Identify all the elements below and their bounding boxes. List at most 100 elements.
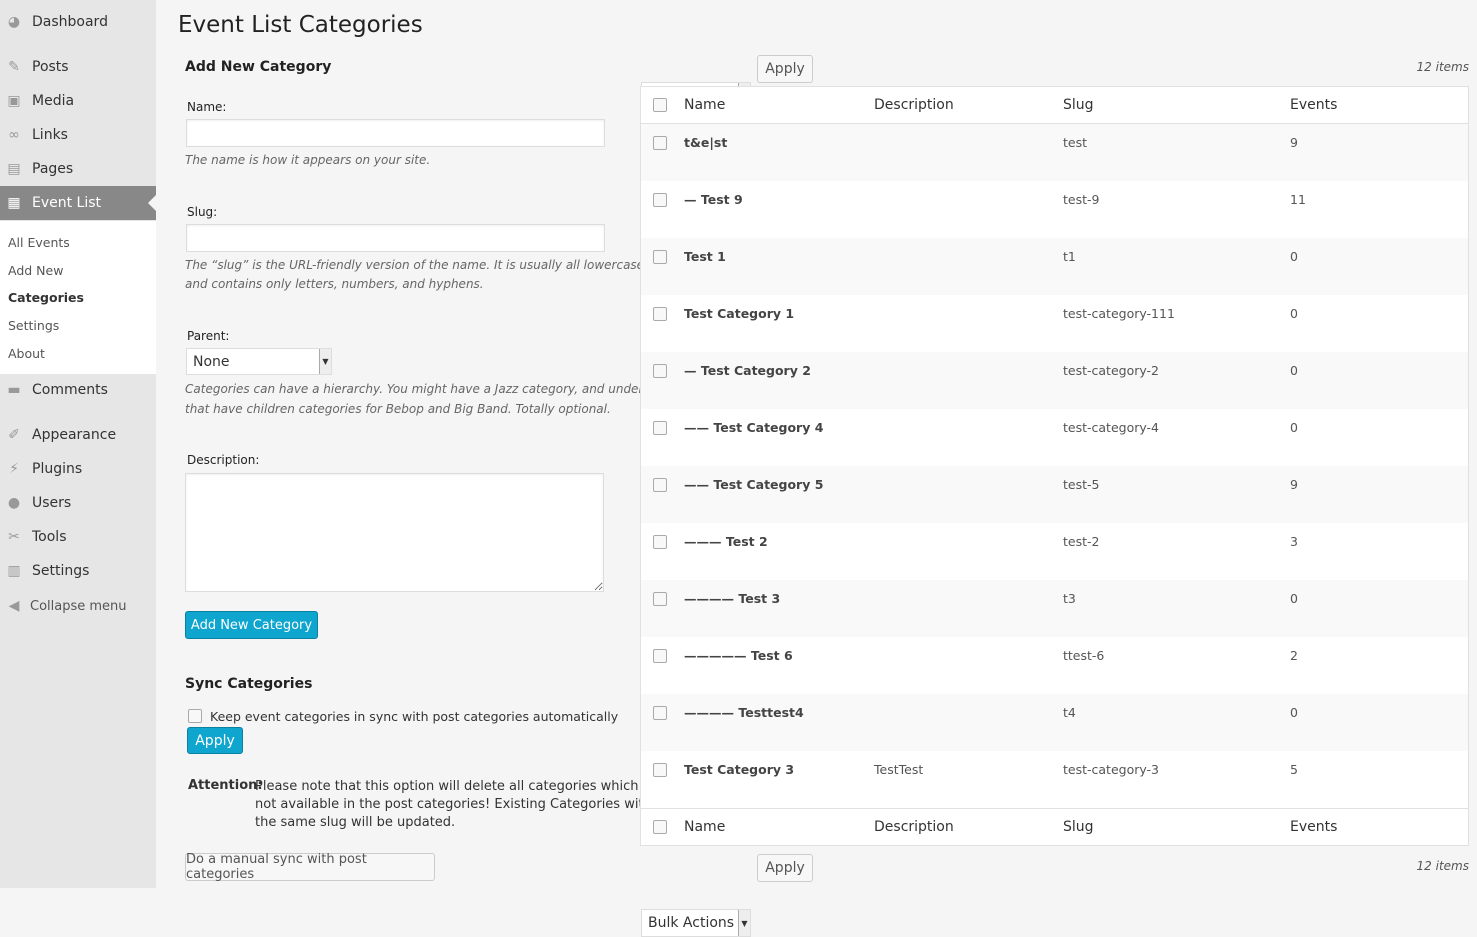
- chevron-down-icon: ▼: [319, 349, 331, 374]
- chevron-down-icon: ▼: [738, 910, 750, 936]
- sidebar-item-label: Links: [32, 127, 68, 143]
- row-name-link[interactable]: ———— Testtest4: [684, 705, 804, 720]
- row-name-link[interactable]: t&e|st: [684, 135, 728, 150]
- row-name-link[interactable]: Test 1: [684, 249, 726, 264]
- sidebar-item-media[interactable]: ▣ Media: [0, 84, 156, 118]
- column-events[interactable]: Events: [1290, 819, 1338, 835]
- add-new-category-button[interactable]: Add New Category: [185, 611, 318, 639]
- settings-icon: ▥: [7, 563, 21, 579]
- row-name-link[interactable]: —— Test Category 5: [684, 477, 824, 492]
- bulk-actions-select-bottom[interactable]: Bulk Actions ▼: [641, 909, 751, 937]
- row-slug: t1: [1063, 249, 1076, 264]
- row-checkbox[interactable]: [653, 193, 667, 207]
- slug-hint-1: The “slug” is the URL-friendly version o…: [185, 258, 645, 272]
- bulk-apply-button-bottom[interactable]: Apply: [757, 854, 813, 882]
- categories-table: Name Description Slug Events t&e|st test…: [640, 86, 1469, 846]
- submenu-item-categories[interactable]: Categories: [8, 290, 84, 306]
- media-icon: ▣: [7, 93, 21, 109]
- row-checkbox[interactable]: [653, 136, 667, 150]
- column-slug[interactable]: Slug: [1063, 97, 1094, 113]
- table-row: — Test 9 test-9 11: [641, 181, 1468, 238]
- parent-select[interactable]: None ▼: [186, 348, 332, 375]
- submenu-item-add-new[interactable]: Add New: [8, 262, 64, 278]
- table-footer: Name Description Slug Events: [641, 808, 1468, 845]
- row-events: 0: [1290, 306, 1298, 321]
- row-name-link[interactable]: —— Test Category 4: [684, 420, 824, 435]
- submenu-item-settings[interactable]: Settings: [8, 318, 60, 334]
- sidebar-item-links[interactable]: ∞ Links: [0, 118, 156, 152]
- row-name-link[interactable]: — Test 9: [684, 192, 743, 207]
- table-row: ——— Test 2 test-2 3: [641, 523, 1468, 580]
- items-count-bottom: 12 items: [1416, 859, 1469, 873]
- select-all-checkbox[interactable]: [653, 820, 667, 834]
- row-slug: test-category-2: [1063, 363, 1160, 378]
- sidebar-item-comments[interactable]: ▬ Comments: [0, 373, 156, 407]
- table-header: Name Description Slug Events: [641, 87, 1468, 124]
- column-slug[interactable]: Slug: [1063, 819, 1094, 835]
- row-checkbox[interactable]: [653, 478, 667, 492]
- row-slug: test-9: [1063, 192, 1100, 207]
- bulk-actions-label: Bulk Actions: [648, 915, 735, 931]
- bulk-apply-button-top[interactable]: Apply: [757, 55, 813, 83]
- sidebar-item-users[interactable]: ● Users: [0, 486, 156, 520]
- slug-hint-2: and contains only letters, numbers, and …: [185, 277, 484, 291]
- row-checkbox[interactable]: [653, 307, 667, 321]
- sidebar-item-label: Comments: [32, 382, 108, 398]
- sidebar-item-plugins[interactable]: ⚡ Plugins: [0, 452, 156, 486]
- sidebar-item-label: Users: [32, 495, 72, 511]
- collapse-menu-button[interactable]: ◀ Collapse menu: [0, 589, 156, 623]
- sync-apply-button[interactable]: Apply: [187, 727, 243, 754]
- row-checkbox[interactable]: [653, 706, 667, 720]
- sidebar-item-dashboard[interactable]: ◕ Dashboard: [0, 5, 156, 39]
- row-slug: t3: [1063, 591, 1076, 606]
- parent-label: Parent:: [187, 329, 230, 343]
- column-name[interactable]: Name: [684, 97, 726, 113]
- row-name-link[interactable]: Test Category 1: [684, 306, 795, 321]
- column-description[interactable]: Description: [874, 819, 954, 835]
- sidebar-item-appearance[interactable]: ✐ Appearance: [0, 418, 156, 452]
- table-row: ———— Test 3 t3 0: [641, 580, 1468, 637]
- submenu-item-about[interactable]: About: [8, 345, 45, 361]
- row-checkbox[interactable]: [653, 364, 667, 378]
- manual-sync-button[interactable]: Do a manual sync with post categories: [185, 852, 435, 882]
- parent-hint-1: Categories can have a hierarchy. You mig…: [185, 382, 644, 396]
- submenu-item-all-events[interactable]: All Events: [8, 235, 70, 250]
- row-description: TestTest: [874, 762, 924, 777]
- row-checkbox[interactable]: [653, 535, 667, 549]
- row-checkbox[interactable]: [653, 250, 667, 264]
- collapse-label: Collapse menu: [30, 598, 127, 614]
- sidebar-item-pages[interactable]: ▤ Pages: [0, 152, 156, 186]
- row-name-link[interactable]: ———— Test 3: [684, 591, 781, 606]
- sidebar-item-posts[interactable]: ✎ Posts: [0, 50, 156, 84]
- row-checkbox[interactable]: [653, 763, 667, 777]
- description-textarea[interactable]: [185, 473, 604, 592]
- column-name[interactable]: Name: [684, 819, 726, 835]
- row-name-link[interactable]: ——— Test 2: [684, 534, 768, 549]
- sidebar-item-tools[interactable]: ✂ Tools: [0, 520, 156, 554]
- column-description[interactable]: Description: [874, 97, 954, 113]
- row-events: 9: [1290, 477, 1298, 492]
- name-input[interactable]: [186, 119, 605, 147]
- row-checkbox[interactable]: [653, 649, 667, 663]
- attention-label: Attention:: [188, 778, 263, 793]
- row-events: 9: [1290, 135, 1298, 150]
- row-checkbox[interactable]: [653, 592, 667, 606]
- column-events[interactable]: Events: [1290, 97, 1338, 113]
- table-row: ———— Testtest4 t4 0: [641, 694, 1468, 751]
- row-name-link[interactable]: Test Category 3: [684, 762, 795, 777]
- sidebar-item-settings[interactable]: ▥ Settings: [0, 554, 156, 588]
- sync-checkbox-label: Keep event categories in sync with post …: [210, 709, 619, 724]
- row-events: 5: [1290, 762, 1298, 777]
- sidebar-item-event-list[interactable]: ▦ Event List: [0, 186, 156, 220]
- table-row: t&e|st test 9: [641, 124, 1468, 181]
- slug-label: Slug:: [187, 205, 218, 219]
- row-name-link[interactable]: — Test Category 2: [684, 363, 811, 378]
- sync-checkbox[interactable]: [188, 709, 202, 723]
- row-slug: test-5: [1063, 477, 1100, 492]
- row-checkbox[interactable]: [653, 421, 667, 435]
- dashboard-icon: ◕: [7, 14, 21, 30]
- slug-input[interactable]: [186, 224, 605, 252]
- row-name-link[interactable]: ————— Test 6: [684, 648, 793, 663]
- select-all-checkbox[interactable]: [653, 98, 667, 112]
- admin-sidebar: All Events Add New Categories Settings About…: [0, 0, 156, 888]
